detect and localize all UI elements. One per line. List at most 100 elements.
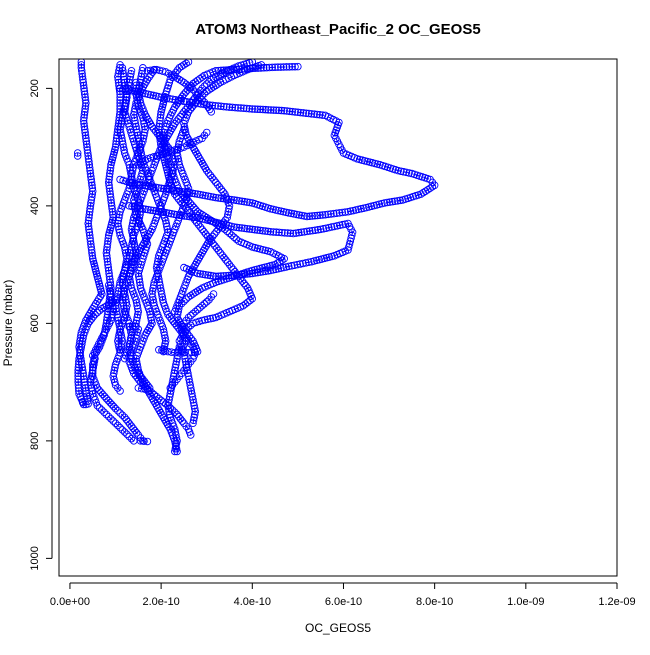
data-point xyxy=(206,271,215,280)
data-point xyxy=(275,106,283,115)
data-point xyxy=(196,190,204,199)
data-point xyxy=(79,116,88,125)
x-axis-label: OC_GEOS5 xyxy=(305,621,371,635)
data-point xyxy=(86,234,94,242)
data-point xyxy=(175,158,183,166)
data-point xyxy=(405,169,413,177)
data-point xyxy=(135,213,144,222)
x-axis: 0.0e+00 2.0e-10 4.0e-10 6.0e-10 8.0e-10 1.0e-… xyxy=(50,582,636,608)
data-point xyxy=(158,293,167,301)
data-point xyxy=(277,106,286,115)
data-point xyxy=(132,90,140,98)
data-point xyxy=(242,104,251,113)
data-point xyxy=(171,366,179,375)
data-point xyxy=(305,227,314,235)
data-point xyxy=(266,227,275,236)
data-point xyxy=(183,103,192,111)
data-point xyxy=(188,390,196,398)
data-point xyxy=(193,190,202,198)
series-line xyxy=(174,64,262,312)
data-point xyxy=(133,128,141,137)
data-point xyxy=(210,230,219,238)
data-point xyxy=(146,91,155,99)
data-point xyxy=(121,99,129,107)
data-point xyxy=(150,391,159,399)
data-point xyxy=(135,272,143,281)
data-point xyxy=(75,351,84,360)
data-point xyxy=(183,193,191,201)
data-point xyxy=(152,92,160,100)
data-point xyxy=(362,203,371,212)
data-point xyxy=(267,106,275,114)
data-point xyxy=(192,98,200,107)
data-point xyxy=(85,231,94,239)
data-point xyxy=(130,437,138,445)
data-point xyxy=(81,102,90,110)
data-point xyxy=(80,113,88,122)
data-point xyxy=(324,210,332,219)
data-point xyxy=(299,259,307,268)
data-point xyxy=(128,240,136,248)
data-point xyxy=(338,208,347,217)
series-1 xyxy=(73,149,82,160)
data-point xyxy=(191,407,200,416)
data-point xyxy=(198,225,206,234)
data-point xyxy=(133,313,141,322)
data-point xyxy=(217,102,225,111)
data-point xyxy=(248,105,257,113)
data-point xyxy=(128,166,137,175)
data-point xyxy=(211,242,219,250)
data-point xyxy=(186,384,195,392)
data-point xyxy=(178,417,186,425)
data-point xyxy=(204,192,212,200)
data-point xyxy=(188,189,197,198)
data-point xyxy=(277,207,285,215)
data-point xyxy=(114,222,123,231)
data-point xyxy=(118,134,126,143)
data-point xyxy=(119,69,128,78)
data-point xyxy=(80,122,89,131)
data-point xyxy=(268,63,276,72)
data-point xyxy=(198,302,206,310)
data-point xyxy=(88,254,97,263)
data-point xyxy=(108,207,117,216)
data-point xyxy=(161,139,169,147)
data-point xyxy=(146,66,155,75)
data-point xyxy=(188,213,197,221)
data-point xyxy=(316,225,325,234)
data-point xyxy=(133,99,142,107)
data-point xyxy=(104,178,113,187)
data-point xyxy=(124,84,132,93)
data-point xyxy=(129,424,137,433)
data-point xyxy=(149,299,158,307)
data-point xyxy=(116,175,124,184)
data-point xyxy=(189,419,197,428)
data-point xyxy=(172,431,180,439)
data-point xyxy=(258,226,267,235)
data-point xyxy=(136,205,144,213)
data-point xyxy=(77,346,85,354)
data-point xyxy=(173,354,181,363)
data-point xyxy=(138,66,147,75)
data-point xyxy=(257,61,266,69)
data-point xyxy=(143,437,152,446)
data-point xyxy=(228,103,237,112)
data-point xyxy=(228,231,236,239)
data-point xyxy=(108,307,117,316)
data-point xyxy=(75,357,83,366)
data-point xyxy=(87,175,95,184)
data-point xyxy=(269,228,278,236)
data-point xyxy=(214,246,223,255)
data-point xyxy=(81,96,90,104)
data-point xyxy=(162,141,171,150)
data-point xyxy=(225,260,234,269)
data-point xyxy=(344,207,352,216)
data-point xyxy=(98,406,106,414)
data-point xyxy=(279,263,288,272)
data-point xyxy=(383,198,391,207)
data-point xyxy=(128,175,136,184)
data-point xyxy=(120,105,128,113)
data-point xyxy=(261,227,270,235)
data-point xyxy=(285,107,294,116)
data-point xyxy=(104,234,113,242)
